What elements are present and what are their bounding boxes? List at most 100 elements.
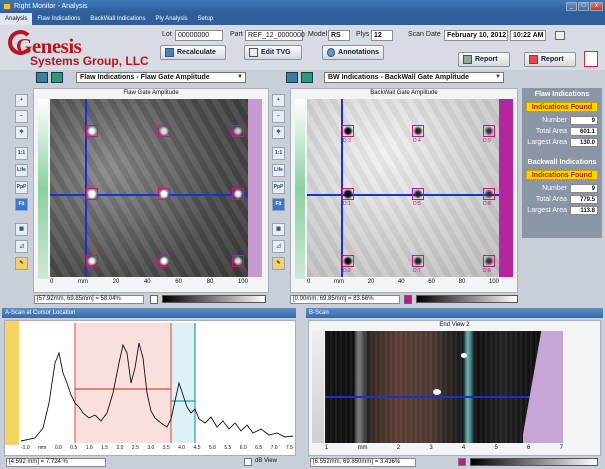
flaw-marker[interactable]	[232, 255, 244, 267]
left-panel-header: Flaw Indications - Flaw Gate Amplitude	[36, 71, 276, 84]
tool-ppp[interactable]: PpP	[15, 181, 28, 194]
edit-tvg-button[interactable]: Edit TVG	[244, 45, 302, 60]
indication-label: D:8	[483, 201, 491, 207]
flaw-cscan-image[interactable]	[50, 99, 248, 277]
model-field[interactable]: RS	[328, 30, 350, 41]
left-toolbar: + − ✥ 1:1 Life PpP Fit ▦ ◿ ✎	[15, 94, 30, 270]
y-ruler	[295, 99, 305, 279]
panel-layer-icon[interactable]	[301, 72, 313, 83]
panel-layer-icon[interactable]	[51, 72, 63, 83]
flaw-marker[interactable]	[158, 255, 170, 267]
menu-backwall-indications[interactable]: BackWall Indications	[90, 16, 146, 22]
menu-ply-analysis[interactable]: Ply Analysis	[155, 16, 188, 22]
report-button-2[interactable]: Report	[524, 52, 576, 67]
pdf-icon	[529, 55, 538, 64]
lot-field[interactable]: 00000000	[175, 30, 223, 41]
amplitude-strip	[499, 99, 513, 277]
flaw-number-label: Number	[542, 117, 567, 124]
palette-toggle[interactable]	[458, 458, 466, 466]
zoom-in-icon[interactable]: +	[15, 94, 28, 107]
plys-label: Plys	[356, 31, 370, 38]
backwall-marker[interactable]	[342, 125, 354, 137]
tool-fit[interactable]: Fit	[15, 198, 28, 211]
panel-view-icon[interactable]	[286, 72, 298, 83]
measure-icon[interactable]: ◿	[272, 240, 285, 253]
pdf-export-icon[interactable]	[584, 51, 598, 67]
ascan-waveform[interactable]	[21, 323, 293, 443]
tool-fit[interactable]: Fit	[272, 198, 285, 211]
backwall-marker[interactable]	[412, 188, 424, 200]
palette-toggle[interactable]	[404, 295, 412, 304]
backwall-marker[interactable]	[342, 255, 354, 267]
pan-icon[interactable]: ✥	[15, 126, 28, 139]
flaw-marker[interactable]	[86, 125, 98, 137]
recalculate-button[interactable]: Recalculate	[160, 45, 226, 60]
backwall-marker[interactable]	[412, 255, 424, 267]
maximize-button[interactable]: □	[578, 2, 589, 11]
menu-analysis[interactable]: Analysis	[0, 13, 33, 25]
panel-view-icon[interactable]	[36, 72, 48, 83]
app-icon	[3, 3, 11, 10]
backwall-marker[interactable]	[483, 125, 495, 137]
flaw-total-label: Total Area	[535, 128, 567, 135]
palette-toggle[interactable]	[150, 295, 158, 304]
tool-1to1[interactable]: 1:1	[15, 147, 28, 160]
backwall-marker[interactable]	[342, 188, 354, 200]
flaw-marker[interactable]	[232, 125, 244, 137]
left-view-select[interactable]: Flaw Indications - Flaw Gate Amplitude	[76, 72, 246, 83]
logo-ring-icon	[8, 30, 33, 55]
x-axis: 0 mm 20 40 60 80 100	[50, 279, 248, 285]
plys-field[interactable]: 12	[371, 30, 393, 41]
tool-life[interactable]: Life	[272, 164, 285, 177]
bscan-panel: End View 2 1 mm 2 3 4 5 6 7	[308, 320, 601, 456]
minimize-button[interactable]: _	[566, 2, 577, 11]
flaw-status-badge: Indications Found	[526, 102, 598, 112]
zoom-out-icon[interactable]: −	[272, 110, 285, 123]
recalculate-icon	[165, 48, 174, 57]
backwall-cscan-image[interactable]: D:3 D:4 D:9 D:1 D:5 D:8 D:2 D:7 D:6	[307, 99, 499, 277]
brand-logo: Genesis	[16, 34, 82, 58]
note-icon[interactable]: ✎	[15, 257, 28, 270]
flaw-marker[interactable]	[232, 188, 244, 200]
printer-icon	[463, 55, 472, 64]
right-view-select[interactable]: BW Indications - BackWall Gate Amplitude	[324, 72, 504, 83]
backwall-cscan-panel: BackWall Gate Amplitude D:3 D:4 D:9 D:1 …	[290, 88, 518, 293]
scan-date-field[interactable]: February 10, 2012	[444, 30, 508, 41]
scan-time-field[interactable]: 10:22 AM	[510, 30, 546, 41]
backwall-marker[interactable]	[483, 188, 495, 200]
model-label: Model	[308, 31, 328, 38]
grid-icon[interactable]: ▦	[272, 223, 285, 236]
bscan-image[interactable]	[325, 331, 563, 443]
cursor-vertical	[85, 99, 87, 277]
grid-icon[interactable]: ▦	[15, 223, 28, 236]
backwall-marker[interactable]	[412, 125, 424, 137]
backwall-largest-label: Largest Area	[527, 207, 567, 214]
flaw-marker[interactable]	[86, 188, 98, 200]
flaw-marker[interactable]	[86, 255, 98, 267]
measure-icon[interactable]: ◿	[15, 240, 28, 253]
db-view-checkbox[interactable]	[244, 458, 252, 466]
note-icon[interactable]: ✎	[272, 257, 285, 270]
gain-ruler	[5, 321, 19, 445]
tool-1to1[interactable]: 1:1	[272, 147, 285, 160]
close-button[interactable]: x	[590, 2, 603, 11]
part-field[interactable]: REF_12_0000000	[245, 30, 305, 41]
annotations-button[interactable]: Annotations	[322, 45, 384, 60]
report-button-1[interactable]: Report	[458, 52, 510, 67]
cursor-horizontal	[50, 194, 248, 196]
indication-label: D:2	[343, 268, 351, 274]
menu-flaw-indications[interactable]: Flaw Indications	[37, 16, 81, 22]
zoom-out-icon[interactable]: −	[15, 110, 28, 123]
pan-icon[interactable]: ✥	[272, 126, 285, 139]
tool-life[interactable]: Life	[15, 164, 28, 177]
bscan-title: End View 2	[439, 322, 470, 328]
ascan-x-axis: -1.0 mm 0.0 0.5 1.0 1.5 2.0 2.5 3.0 3.5 4.0 4.5 5.0 5…	[21, 445, 293, 451]
menu-setup[interactable]: Setup	[197, 16, 214, 22]
flaw-marker[interactable]	[158, 188, 170, 200]
tool-ppp[interactable]: PpP	[272, 181, 285, 194]
backwall-marker[interactable]	[483, 255, 495, 267]
annotations-icon	[327, 48, 336, 57]
zoom-in-icon[interactable]: +	[272, 94, 285, 107]
settings-icon[interactable]	[555, 31, 565, 40]
flaw-marker[interactable]	[158, 125, 170, 137]
